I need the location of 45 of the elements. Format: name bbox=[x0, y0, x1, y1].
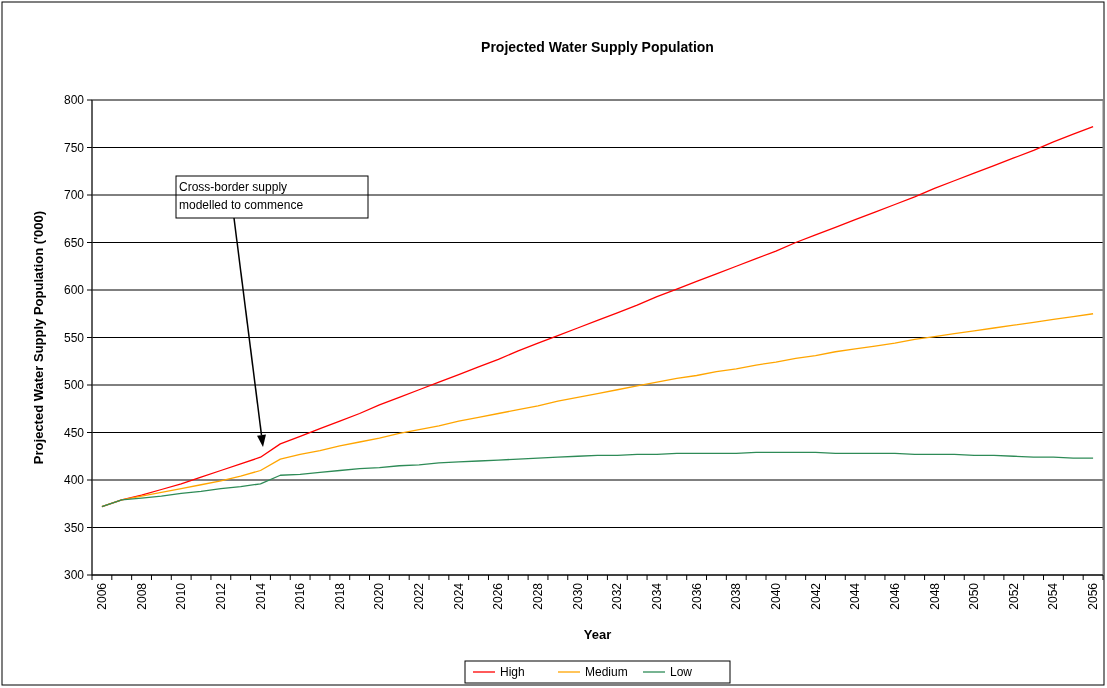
x-tick-label: 2036 bbox=[689, 582, 704, 610]
x-tick-label: 2042 bbox=[808, 582, 823, 610]
y-tick-label: 800 bbox=[63, 93, 85, 108]
x-tick-label: 2028 bbox=[531, 582, 546, 610]
x-tick-label: 2010 bbox=[174, 582, 189, 610]
x-tick-label: 2024 bbox=[451, 582, 466, 610]
x-tick-label: 2020 bbox=[372, 582, 387, 610]
y-tick-label: 700 bbox=[63, 188, 85, 203]
y-tick-label: 650 bbox=[63, 235, 85, 250]
y-tick-label: 300 bbox=[63, 568, 85, 583]
x-tick-label: 2008 bbox=[134, 582, 149, 610]
y-tick-label: 400 bbox=[63, 473, 85, 488]
x-tick-label: 2046 bbox=[887, 582, 902, 610]
y-tick-label: 750 bbox=[63, 140, 85, 155]
chart-title: Projected Water Supply Population bbox=[481, 39, 714, 55]
x-tick-label: 2014 bbox=[253, 582, 268, 610]
x-tick-label: 2032 bbox=[610, 582, 625, 610]
y-tick-label: 450 bbox=[63, 425, 85, 440]
line-series bbox=[101, 451, 1094, 508]
x-tick-label: 2048 bbox=[927, 582, 942, 610]
x-tick-label: 2056 bbox=[1086, 582, 1101, 610]
x-tick-label: 2052 bbox=[1006, 582, 1021, 610]
y-tick-label: 350 bbox=[63, 520, 85, 535]
x-tick-label: 2026 bbox=[491, 582, 506, 610]
x-tick-label: 2044 bbox=[848, 582, 863, 610]
x-tick-label: 2006 bbox=[94, 582, 109, 610]
x-tick-label: 2016 bbox=[293, 582, 308, 610]
x-axis-title: Year bbox=[583, 627, 612, 642]
x-tick-label: 2012 bbox=[213, 582, 228, 610]
x-tick-label: 2034 bbox=[649, 582, 664, 610]
y-tick-label: 550 bbox=[63, 330, 85, 345]
y-tick-label: 500 bbox=[63, 378, 85, 393]
y-axis-title: Projected Water Supply Population ('000) bbox=[31, 210, 46, 465]
x-tick-label: 2030 bbox=[570, 582, 585, 610]
x-tick-label: 2040 bbox=[768, 582, 783, 610]
x-tick-label: 2050 bbox=[967, 582, 982, 610]
x-tick-label: 2054 bbox=[1046, 582, 1061, 610]
x-tick-label: 2018 bbox=[332, 582, 347, 610]
y-tick-label: 600 bbox=[63, 283, 85, 298]
legend-label: Medium bbox=[585, 665, 628, 680]
x-tick-label: 2022 bbox=[412, 582, 427, 610]
legend-label: High bbox=[500, 665, 525, 680]
legend-label: Low bbox=[670, 665, 693, 680]
x-tick-label: 2038 bbox=[729, 582, 744, 610]
annotation: Cross-border supply modelled to commence bbox=[179, 180, 304, 212]
